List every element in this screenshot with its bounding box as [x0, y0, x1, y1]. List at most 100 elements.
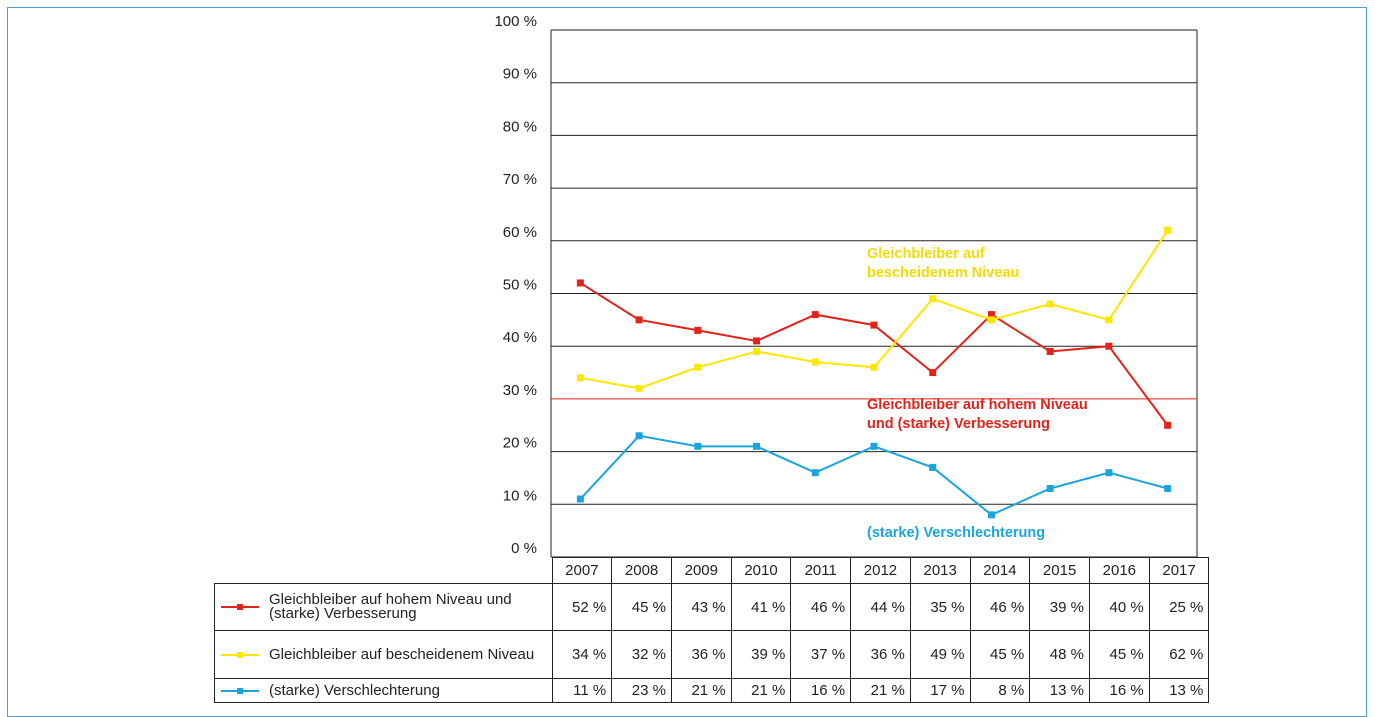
- point: [1046, 300, 1054, 308]
- x-tick-label: 2011: [790, 557, 852, 584]
- y-tick-label: 50 %: [503, 276, 537, 293]
- table-value: 52 %: [551, 583, 613, 631]
- legend-cell: Gleichbleiber auf bescheidenem Niveau: [214, 630, 553, 679]
- table-value: 21 %: [730, 678, 792, 703]
- legend-label: Gleichbleiber auf hohem Niveau und (star…: [269, 591, 512, 622]
- legend-swatch: [221, 602, 259, 612]
- point: [1105, 469, 1113, 477]
- annotation-line: Gleichbleiber auf hohem Niveau: [867, 397, 1088, 413]
- table-value: 11 %: [551, 678, 613, 703]
- x-tick-label: 2015: [1029, 557, 1090, 584]
- point: [870, 363, 878, 371]
- point: [576, 495, 584, 503]
- y-tick-label: 30 %: [503, 382, 537, 399]
- table-value: 43 %: [670, 583, 732, 631]
- table-value: 21 %: [850, 678, 911, 703]
- point: [694, 363, 702, 371]
- point: [635, 316, 643, 324]
- table-value: 36 %: [670, 630, 732, 679]
- data-row: (starke) Verschlechterung 11 % 23 % 21 % 21 …: [214, 678, 1210, 703]
- annotation: Gleichbleiber auf hohem Niveau und (stark…: [867, 397, 1088, 432]
- point: [1046, 484, 1054, 492]
- point: [929, 463, 937, 471]
- table-value: 39 %: [1029, 583, 1090, 631]
- point: [694, 442, 702, 450]
- table-value: 40 %: [1088, 583, 1150, 631]
- table-value: 45 %: [611, 583, 672, 631]
- point: [753, 442, 761, 450]
- point: [929, 369, 937, 377]
- point: [811, 469, 819, 477]
- x-tick-label: 2012: [850, 557, 911, 584]
- swatch-marker: [237, 604, 243, 610]
- table-value: 25 %: [1148, 583, 1210, 631]
- table-value: 36 %: [850, 630, 911, 679]
- legend-swatch: [221, 686, 259, 696]
- table-value: 16 %: [790, 678, 852, 703]
- table-value: 17 %: [909, 678, 971, 703]
- table-value: 16 %: [1088, 678, 1150, 703]
- table-value: 8 %: [969, 678, 1031, 703]
- table-value: 21 %: [670, 678, 732, 703]
- table-value: 46 %: [969, 583, 1031, 631]
- point: [753, 347, 761, 355]
- point: [1105, 342, 1113, 350]
- table-value: 49 %: [909, 630, 971, 679]
- table-value: 45 %: [969, 630, 1031, 679]
- table-value: 32 %: [611, 630, 672, 679]
- point: [576, 279, 584, 287]
- table-value: 23 %: [611, 678, 672, 703]
- annotation: (starke) Verschlechterung: [867, 525, 1045, 541]
- y-tick-label: 90 %: [503, 66, 537, 83]
- point: [987, 316, 995, 324]
- point: [635, 384, 643, 392]
- x-tick-label: 2017: [1148, 557, 1210, 584]
- data-row: Gleichbleiber auf hohem Niveau und (star…: [214, 583, 1210, 631]
- legend-label: Gleichbleiber auf bescheidenem Niveau: [269, 645, 535, 663]
- x-tick-label: 2014: [969, 557, 1031, 584]
- table-value: 13 %: [1148, 678, 1210, 703]
- point: [1164, 484, 1172, 492]
- point: [870, 321, 878, 329]
- swatch-marker: [237, 651, 243, 658]
- legend-label: (starke) Verschlechterung: [269, 681, 440, 699]
- legend-swatch: [221, 650, 259, 660]
- table-value: 39 %: [730, 630, 792, 679]
- annotation-line: bescheidenem Niveau: [867, 265, 1019, 281]
- point: [811, 311, 819, 319]
- corner: [215, 558, 553, 584]
- x-tick-label: 2007: [551, 557, 613, 584]
- table-value: 62 %: [1148, 630, 1210, 679]
- data-row: Gleichbleiber auf bescheidenem Niveau 34 …: [214, 630, 1210, 679]
- point: [987, 311, 995, 319]
- y-tick-label: 100 %: [494, 13, 537, 30]
- y-tick-label: 10 %: [503, 487, 537, 504]
- point: [694, 326, 702, 334]
- table-value: 48 %: [1029, 630, 1090, 679]
- x-tick-label: 2016: [1088, 557, 1150, 584]
- point: [1046, 347, 1054, 355]
- x-tick-label: 2013: [909, 557, 971, 584]
- point: [811, 358, 819, 366]
- table-value: 45 %: [1088, 630, 1150, 679]
- table-value: 35 %: [909, 583, 971, 631]
- annotation-line: und (starke) Verbesserung: [867, 416, 1050, 432]
- y-tick-label: 70 %: [503, 171, 537, 188]
- page: 0 % 10 % 20 % 30 % 40 % 50 % 60 % 70 % 80 % 90 % 1…: [7, 7, 1367, 717]
- legend-cell: Gleichbleiber auf hohem Niveau und (star…: [214, 583, 553, 631]
- y-tick-label: 60 %: [503, 224, 537, 241]
- point: [1164, 421, 1172, 429]
- table-value: 34 %: [551, 630, 613, 679]
- x-tick-label: 2008: [611, 557, 672, 584]
- annotation-line: Gleichbleiber auf: [867, 246, 985, 262]
- table-value: 37 %: [790, 630, 852, 679]
- table-value: 46 %: [790, 583, 852, 631]
- point: [635, 432, 643, 440]
- x-tick-label: 2010: [730, 557, 792, 584]
- point: [753, 337, 761, 345]
- y-tick-label: 40 %: [503, 329, 537, 346]
- point: [1105, 316, 1113, 324]
- point: [929, 295, 937, 303]
- y-tick-label: 80 %: [503, 118, 537, 135]
- x-tick-label: 2009: [670, 557, 732, 584]
